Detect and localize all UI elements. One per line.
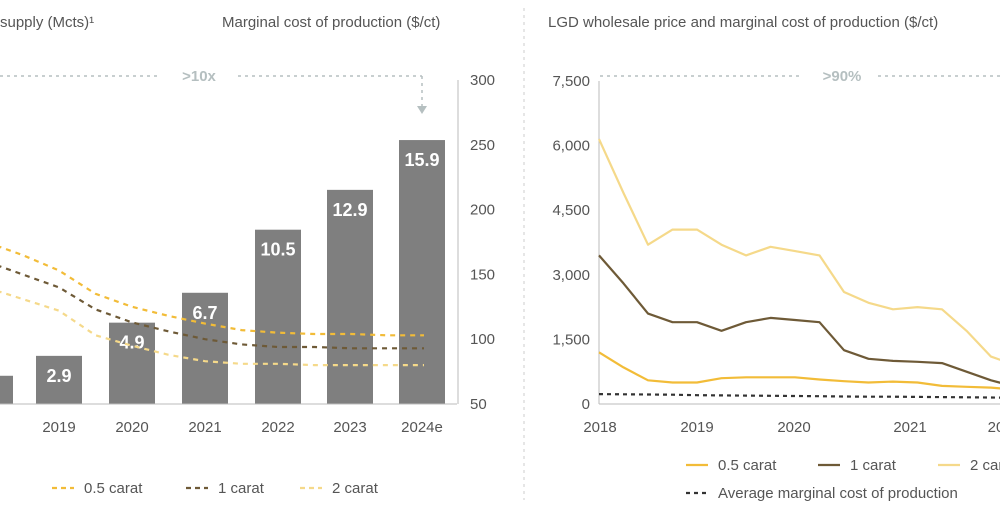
bar-2019 bbox=[36, 355, 82, 404]
right-x-tick: 2021 bbox=[893, 419, 926, 436]
cost-y-tick: 150 bbox=[470, 266, 495, 283]
right-legend-label: 2 carat bbox=[970, 457, 1000, 474]
right-y-tick: 6,000 bbox=[552, 138, 590, 155]
right-legend-label: Average marginal cost of production bbox=[718, 485, 958, 502]
x-tick-label: 2022 bbox=[261, 419, 294, 436]
left-axis-title: Marginal cost of production ($/ct) bbox=[222, 14, 441, 31]
bar-2023 bbox=[327, 189, 373, 404]
legend-label: 0.5 carat bbox=[84, 480, 143, 497]
right-legend-label: 0.5 carat bbox=[718, 457, 777, 474]
cost-y-tick: 50 bbox=[470, 396, 487, 413]
right-x-tick: 2020 bbox=[777, 419, 810, 436]
cost-y-tick: 300 bbox=[470, 72, 495, 89]
right-x-tick: 2018 bbox=[583, 419, 616, 436]
right-legend-label: 1 carat bbox=[850, 457, 897, 474]
bar-2020 bbox=[109, 322, 155, 404]
price-line-Average-marginal-cost-of-production bbox=[598, 393, 1000, 399]
cost-y-tick: 200 bbox=[470, 202, 495, 219]
bracket-arrow bbox=[417, 106, 427, 114]
bar-value-label: 10.5 bbox=[260, 240, 295, 260]
price-line-0.5-carat bbox=[598, 351, 1000, 390]
right-x-tick: 2019 bbox=[680, 419, 713, 436]
price-line-1-carat bbox=[598, 254, 1000, 384]
right-y-tick: 1,500 bbox=[552, 331, 590, 348]
bar-2021 bbox=[182, 292, 228, 404]
legend-label: 2 carat bbox=[332, 480, 379, 497]
right-y-tick: 7,500 bbox=[552, 73, 590, 90]
x-tick-label: 2020 bbox=[115, 419, 148, 436]
bar-value-label: 6.7 bbox=[192, 303, 217, 323]
right-title: LGD wholesale price and marginal cost of… bbox=[548, 14, 939, 31]
x-tick-label: 2024e bbox=[401, 419, 443, 436]
bar-2022 bbox=[255, 229, 301, 404]
price-line-2-carat bbox=[597, 138, 1000, 361]
cost-y-tick: 250 bbox=[470, 137, 495, 154]
legend-label: 1 carat bbox=[218, 480, 265, 497]
right-y-tick: 3,000 bbox=[552, 267, 590, 284]
cost-line-2-carat bbox=[0, 290, 424, 367]
bar-value-label: 15.9 bbox=[404, 150, 439, 170]
cost-line-0.5-carat bbox=[0, 245, 424, 337]
bar-value-label: 2.9 bbox=[46, 366, 71, 386]
bar-8 bbox=[0, 375, 13, 404]
x-tick-label: 2019 bbox=[42, 419, 75, 436]
left-title: supply (Mcts)¹ bbox=[0, 14, 95, 31]
bar-value-label: 12.9 bbox=[332, 200, 367, 220]
right-y-tick: 4,500 bbox=[552, 202, 590, 219]
bracket90-label: >90% bbox=[823, 68, 862, 85]
bar-value-label: 4.9 bbox=[119, 333, 144, 353]
x-tick-label: 2023 bbox=[333, 419, 366, 436]
bracket-label: >10x bbox=[182, 68, 216, 85]
x-tick-label: 2021 bbox=[188, 419, 221, 436]
bar-2024e bbox=[399, 140, 445, 404]
right-y-tick: 0 bbox=[582, 396, 590, 413]
cost-line-1-carat bbox=[0, 265, 424, 350]
right-x-tick: 20 bbox=[988, 419, 1000, 436]
cost-y-tick: 100 bbox=[470, 331, 495, 348]
